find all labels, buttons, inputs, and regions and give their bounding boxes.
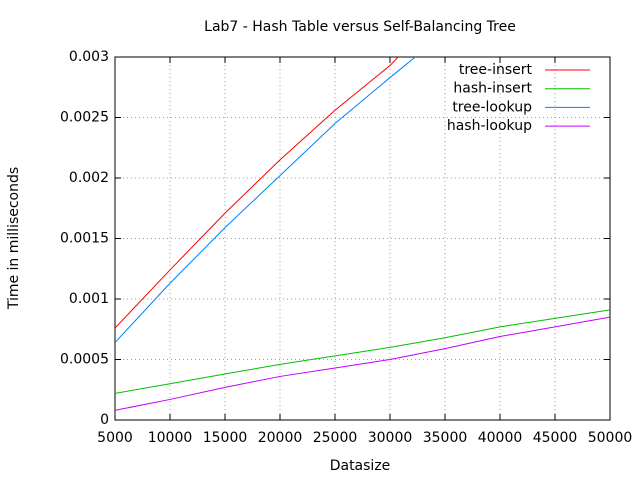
data-line (115, 316, 610, 411)
chart-title: Lab7 - Hash Table versus Self-Balancing … (204, 19, 516, 35)
data-line (115, 57, 399, 329)
x-tick-label: 50000 (588, 430, 633, 446)
y-tick-label: 0.0005 (60, 352, 109, 368)
x-tick-label: 20000 (258, 430, 303, 446)
x-tick-label: 15000 (203, 430, 248, 446)
x-axis-label: Datasize (330, 458, 391, 474)
y-tick-label: 0.003 (69, 49, 109, 65)
y-tick-label: 0.001 (69, 291, 109, 307)
x-tick-label: 35000 (423, 430, 468, 446)
y-tick-label: 0 (100, 412, 109, 428)
y-axis-label: Time in milliseconds (6, 167, 22, 310)
legend-label: tree-insert (459, 62, 533, 78)
legend-label: tree-lookup (452, 99, 532, 115)
x-tick-label: 25000 (313, 430, 358, 446)
y-tick-label: 0.0015 (60, 231, 109, 247)
x-tick-label: 40000 (478, 430, 523, 446)
plot-border (114, 56, 611, 421)
x-tick-label: 5000 (97, 430, 133, 446)
x-tick-label: 45000 (533, 430, 578, 446)
x-tick-label: 10000 (148, 430, 193, 446)
legend-label: hash-insert (453, 81, 532, 97)
x-tick-label: 30000 (368, 430, 413, 446)
legend-label: hash-lookup (447, 118, 532, 134)
data-line (115, 309, 610, 394)
y-tick-label: 0.002 (69, 170, 109, 186)
plot-area (115, 57, 610, 411)
data-line (115, 57, 417, 343)
y-tick-label: 0.0025 (60, 110, 109, 126)
